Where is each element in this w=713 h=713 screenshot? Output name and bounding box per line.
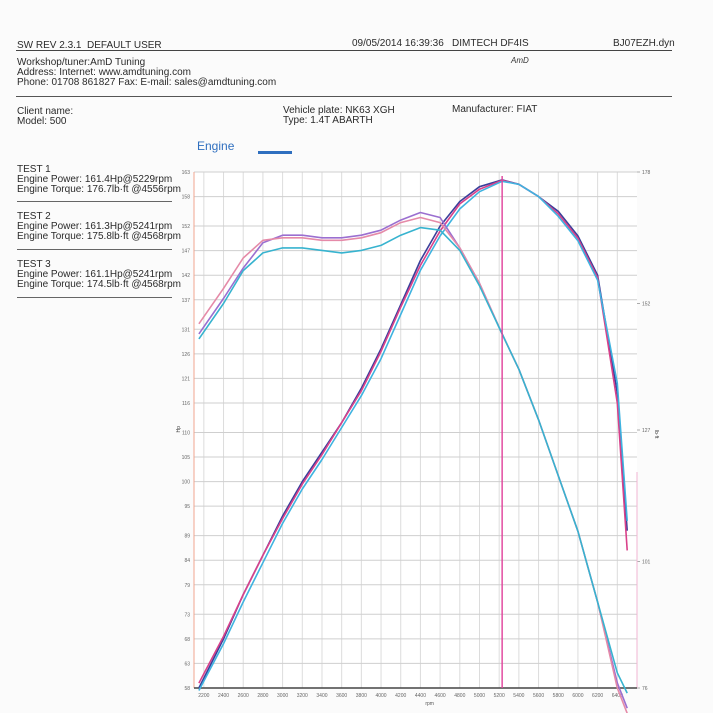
series-line	[198, 180, 628, 691]
y-tick-label: 79	[184, 583, 190, 589]
test-1-power: Engine Power: 161.4Hp@5229rpm	[17, 174, 173, 185]
y2-tick-label: 127	[642, 428, 651, 434]
y-tick-label: 137	[182, 298, 191, 304]
y-tick-label: 100	[182, 480, 191, 486]
amd-logo: AmD	[511, 56, 529, 65]
user-label: DEFAULT USER	[87, 40, 162, 51]
workshop-address: Address: Internet: www.amdtuning.com	[17, 67, 191, 78]
x-tick-label: 6000	[572, 693, 583, 699]
y2-tick-label: 101	[642, 560, 651, 566]
y-tick-label: 95	[184, 504, 190, 510]
x-axis-label: rpm	[425, 701, 434, 707]
header-divider	[16, 50, 672, 51]
y2-tick-label: 178	[642, 170, 651, 176]
x-tick-label: 3000	[277, 693, 288, 699]
test-3-torque: Engine Torque: 174.5lb·ft @4568rpm	[17, 279, 181, 290]
y-tick-label: 58	[184, 686, 190, 692]
test-3-name: TEST 3	[17, 259, 51, 270]
y2-tick-label: 76	[642, 686, 648, 692]
test-1-name: TEST 1	[17, 164, 51, 175]
x-tick-label: 3400	[316, 693, 327, 699]
y-tick-label: 73	[184, 612, 190, 618]
y-tick-label: 110	[182, 430, 190, 436]
report-datetime: 09/05/2014 16:39:36	[352, 38, 444, 49]
x-tick-label: 3600	[336, 693, 347, 699]
y2-tick-label: 152	[642, 302, 651, 308]
y-tick-label: 158	[182, 195, 191, 201]
x-tick-label: 5800	[553, 693, 564, 699]
test-2-power: Engine Power: 161.3Hp@5241rpm	[17, 221, 173, 232]
test-3-divider	[17, 297, 172, 298]
x-tick-label: 5200	[494, 693, 505, 699]
series-line	[198, 226, 628, 694]
y-tick-label: 131	[182, 327, 191, 333]
test-2-torque: Engine Torque: 175.8lb·ft @4568rpm	[17, 231, 181, 242]
workshop-phone: Phone: 01708 861827 Fax: E-mail: sales@a…	[17, 77, 277, 88]
workshop-divider	[16, 96, 672, 97]
y-tick-label: 63	[184, 661, 190, 667]
client-name: Client name:	[17, 106, 74, 117]
vehicle-plate: Vehicle plate: NK63 XGH	[283, 105, 395, 116]
file-name: BJ07EZH.dyn	[613, 38, 675, 49]
device-name: DIMTECH DF4IS	[452, 38, 529, 49]
x-tick-label: 6400	[612, 693, 623, 699]
x-tick-label: 2800	[257, 693, 268, 699]
x-tick-label: 4800	[454, 693, 465, 699]
y-tick-label: 163	[182, 170, 191, 176]
vehicle-type: Type: 1.4T ABARTH	[283, 115, 373, 126]
y-tick-label: 116	[182, 401, 190, 407]
test-1-divider	[17, 201, 172, 202]
x-tick-label: 4200	[395, 693, 406, 699]
x-tick-label: 2400	[218, 693, 229, 699]
test-3-power: Engine Power: 161.1Hp@5241rpm	[17, 269, 173, 280]
y-tick-label: 84	[184, 558, 190, 564]
test-1-torque: Engine Torque: 176.7lb·ft @4556rpm	[17, 184, 181, 195]
sw-rev: SW REV 2.3.1	[17, 40, 82, 51]
x-tick-label: 3200	[297, 693, 308, 699]
chart-legend-swatch	[258, 151, 292, 154]
plot-area	[194, 172, 637, 688]
x-tick-label: 4000	[375, 693, 386, 699]
y-tick-label: 126	[182, 352, 191, 358]
x-tick-label: 6200	[592, 693, 603, 699]
y-tick-label: 147	[182, 249, 191, 255]
y2-axis-label: lb·ft	[653, 430, 659, 439]
x-tick-label: 2600	[238, 693, 249, 699]
test-2-name: TEST 2	[17, 211, 51, 222]
x-tick-label: 4600	[435, 693, 446, 699]
vehicle-model: Model: 500	[17, 116, 67, 127]
test-2-divider	[17, 249, 172, 250]
y-axis-label: Hp	[176, 426, 182, 433]
y-tick-label: 68	[184, 637, 190, 643]
y-tick-label: 152	[182, 224, 191, 230]
chart-legend-label: Engine	[197, 139, 235, 153]
y-tick-label: 121	[182, 376, 191, 382]
workshop-tuner: Workshop/tuner:AmD Tuning	[17, 57, 146, 68]
x-tick-label: 3800	[356, 693, 367, 699]
series-line	[198, 179, 628, 684]
y-tick-label: 89	[184, 534, 190, 540]
x-tick-label: 5600	[533, 693, 544, 699]
y-tick-label: 105	[182, 455, 191, 461]
x-tick-label: 5400	[513, 693, 524, 699]
vehicle-manufacturer: Manufacturer: FIAT	[452, 104, 538, 115]
x-tick-label: 5000	[474, 693, 485, 699]
x-tick-label: 2200	[198, 693, 209, 699]
y-tick-label: 142	[182, 273, 191, 279]
x-tick-label: 4400	[415, 693, 426, 699]
